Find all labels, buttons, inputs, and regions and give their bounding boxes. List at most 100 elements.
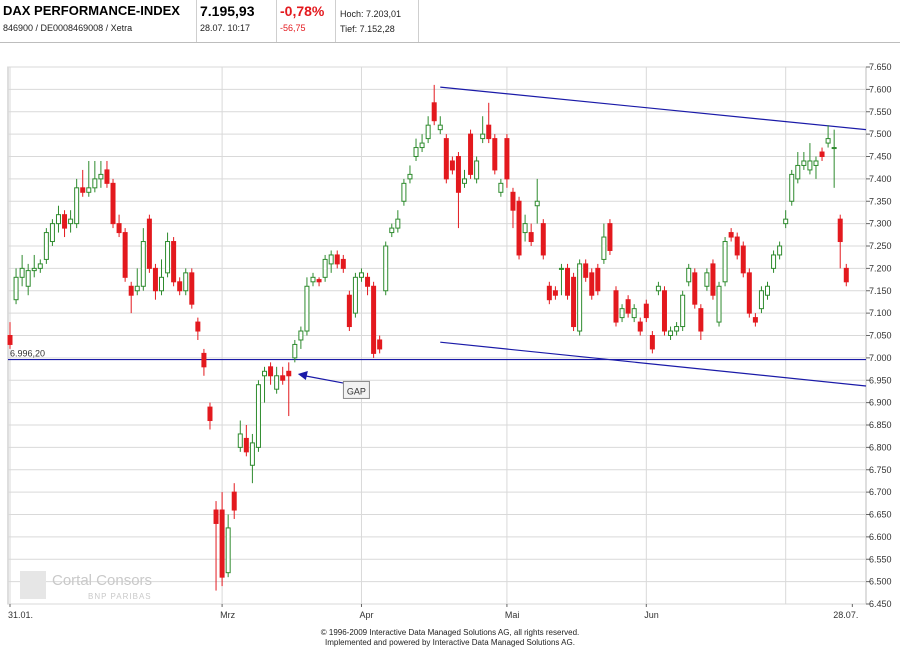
candle-body bbox=[237, 433, 243, 448]
candle-body bbox=[304, 285, 310, 332]
y-tick-label: 7.050 bbox=[869, 331, 892, 341]
last-price: 7.195,93 bbox=[200, 3, 255, 19]
candle-body bbox=[140, 241, 146, 287]
candle-body bbox=[183, 272, 189, 292]
x-tick-label: 31.01. bbox=[8, 610, 33, 620]
candle bbox=[237, 420, 243, 452]
candle bbox=[777, 241, 783, 260]
candle-body bbox=[686, 267, 692, 283]
candle-body bbox=[813, 160, 819, 166]
candle-body bbox=[352, 276, 358, 314]
candle-body bbox=[655, 285, 661, 292]
candle bbox=[716, 281, 722, 327]
candle-body bbox=[286, 370, 292, 377]
candle-body bbox=[589, 272, 595, 296]
candle bbox=[825, 125, 831, 148]
candle bbox=[813, 156, 819, 179]
candle-body bbox=[692, 272, 698, 305]
candle-body bbox=[698, 308, 704, 332]
candle-body bbox=[510, 191, 516, 211]
candle bbox=[595, 263, 601, 296]
candle bbox=[25, 263, 31, 296]
candle bbox=[86, 160, 92, 197]
candle-body bbox=[565, 267, 571, 296]
candle bbox=[7, 322, 13, 349]
instrument-name: DAX PERFORMANCE-INDEX bbox=[3, 3, 180, 18]
candle bbox=[734, 232, 740, 260]
candle-body bbox=[807, 160, 813, 171]
logo-sub: BNP PARIBAS bbox=[88, 592, 152, 601]
candle-body bbox=[534, 200, 540, 207]
candle-body bbox=[225, 527, 231, 574]
candle bbox=[328, 250, 334, 273]
candle-body bbox=[395, 218, 401, 229]
candle-body bbox=[740, 245, 746, 274]
candle bbox=[710, 259, 716, 300]
candles bbox=[7, 84, 849, 591]
candle-body bbox=[249, 442, 255, 466]
candlestick-chart: Cortal Consors BNP PARIBAS 6.996,20 GAP … bbox=[7, 62, 892, 620]
candle bbox=[565, 263, 571, 300]
trend-line bbox=[440, 86, 867, 131]
candle bbox=[649, 331, 655, 354]
candle-body bbox=[758, 290, 764, 310]
candle bbox=[474, 156, 480, 184]
candle bbox=[201, 348, 207, 376]
candle-body bbox=[177, 281, 183, 292]
y-tick-label: 6.500 bbox=[869, 577, 892, 587]
candle-body bbox=[280, 375, 286, 381]
logo-mark bbox=[20, 571, 46, 599]
y-tick-label: 6.750 bbox=[869, 465, 892, 475]
powered-by-line: Implemented and powered by Interactive D… bbox=[325, 638, 575, 647]
candle-body bbox=[649, 335, 655, 350]
candle bbox=[310, 272, 316, 287]
candle-body bbox=[134, 285, 140, 292]
y-tick-label: 7.400 bbox=[869, 174, 892, 184]
candle bbox=[819, 147, 825, 161]
candle bbox=[540, 219, 546, 260]
y-tick-label: 6.600 bbox=[869, 532, 892, 542]
candle-body bbox=[516, 200, 522, 256]
candle-body bbox=[746, 272, 752, 314]
candle bbox=[722, 237, 728, 287]
candle-body bbox=[680, 294, 686, 328]
gap-arrow-head bbox=[297, 370, 308, 380]
candle-body bbox=[413, 147, 419, 158]
candle-body bbox=[7, 335, 13, 345]
candle bbox=[552, 286, 558, 300]
candle bbox=[546, 281, 552, 305]
y-tick-label: 6.450 bbox=[869, 599, 892, 609]
candle-body bbox=[437, 124, 443, 131]
candle bbox=[661, 286, 667, 336]
y-tick-label: 7.550 bbox=[869, 107, 892, 117]
candle bbox=[371, 281, 377, 358]
candle-body bbox=[92, 178, 98, 189]
candle-body bbox=[340, 258, 346, 269]
candle-body bbox=[195, 321, 201, 332]
candle-body bbox=[68, 218, 74, 225]
candle-body bbox=[595, 267, 601, 292]
candle bbox=[601, 223, 607, 264]
candle-body bbox=[255, 384, 261, 448]
candle-body bbox=[152, 267, 158, 292]
candle-body bbox=[643, 303, 649, 319]
candle-body bbox=[577, 263, 583, 332]
candle bbox=[110, 178, 116, 229]
instrument-cell: DAX PERFORMANCE-INDEX 846900 / DE0008469… bbox=[0, 0, 197, 42]
y-tick-label: 6.650 bbox=[869, 510, 892, 520]
candle-body bbox=[540, 223, 546, 256]
candle-body bbox=[298, 330, 304, 341]
candle-body bbox=[789, 173, 795, 202]
candle-body bbox=[625, 299, 631, 314]
candle bbox=[704, 268, 710, 291]
candle-body bbox=[728, 232, 734, 238]
price-cell: 7.195,93 28.07. 10:17 bbox=[197, 0, 277, 42]
candle-body bbox=[722, 241, 728, 283]
candle bbox=[746, 268, 752, 318]
axes: 7.650 7.600 7.550 7.500 7.450 7.400 7.350 7.300… bbox=[8, 62, 892, 620]
candle bbox=[643, 299, 649, 323]
candle bbox=[262, 366, 268, 403]
candle bbox=[413, 138, 419, 161]
candle bbox=[177, 277, 183, 296]
day-low: Tief: 7.152,28 bbox=[340, 24, 395, 34]
